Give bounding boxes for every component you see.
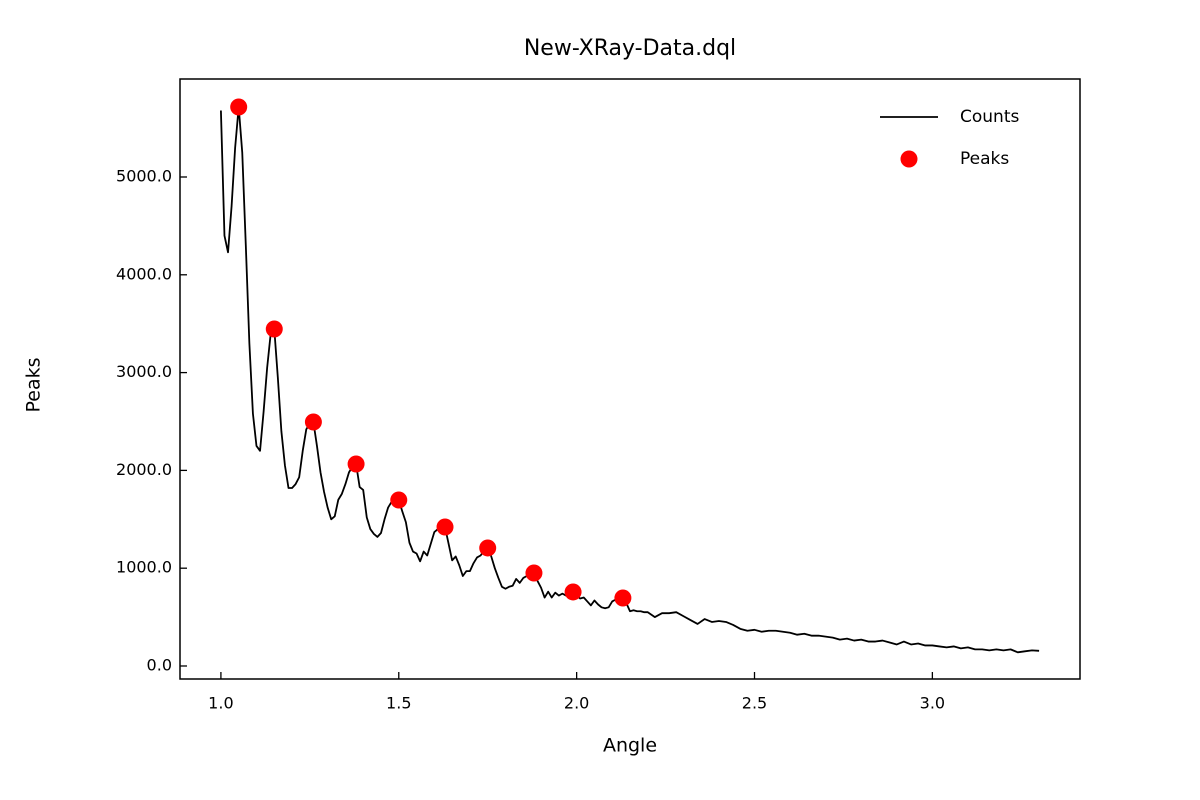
x-tick-label: 1.0 bbox=[208, 694, 233, 713]
peak-marker bbox=[304, 413, 322, 431]
chart-title: New-XRay-Data.dql bbox=[524, 36, 736, 61]
peak-marker bbox=[479, 539, 497, 557]
peak-marker bbox=[436, 518, 454, 536]
y-tick-label: 5000.0 bbox=[116, 166, 172, 185]
legend-marker bbox=[900, 150, 918, 168]
peak-marker bbox=[564, 583, 582, 601]
x-tick-label: 3.0 bbox=[920, 694, 945, 713]
peak-marker bbox=[347, 455, 365, 473]
y-tick-label: 0.0 bbox=[147, 655, 172, 674]
y-tick-label: 1000.0 bbox=[116, 558, 172, 577]
peak-marker bbox=[230, 98, 248, 116]
x-tick-label: 1.5 bbox=[386, 694, 411, 713]
legend-label: Peaks bbox=[960, 149, 1009, 169]
y-tick-label: 4000.0 bbox=[116, 264, 172, 283]
y-tick-label: 3000.0 bbox=[116, 362, 172, 381]
x-tick-label: 2.5 bbox=[742, 694, 767, 713]
peak-marker bbox=[525, 564, 543, 582]
plot-frame bbox=[179, 78, 1081, 680]
peak-marker bbox=[265, 320, 283, 338]
y-axis-label: Peaks bbox=[23, 357, 45, 412]
legend-label: Counts bbox=[960, 107, 1019, 127]
x-tick-label: 2.0 bbox=[564, 694, 589, 713]
x-axis-label: Angle bbox=[603, 735, 657, 757]
peak-marker bbox=[390, 491, 408, 509]
counts-line bbox=[220, 106, 1040, 654]
y-tick-label: 2000.0 bbox=[116, 460, 172, 479]
peak-marker bbox=[614, 589, 632, 607]
